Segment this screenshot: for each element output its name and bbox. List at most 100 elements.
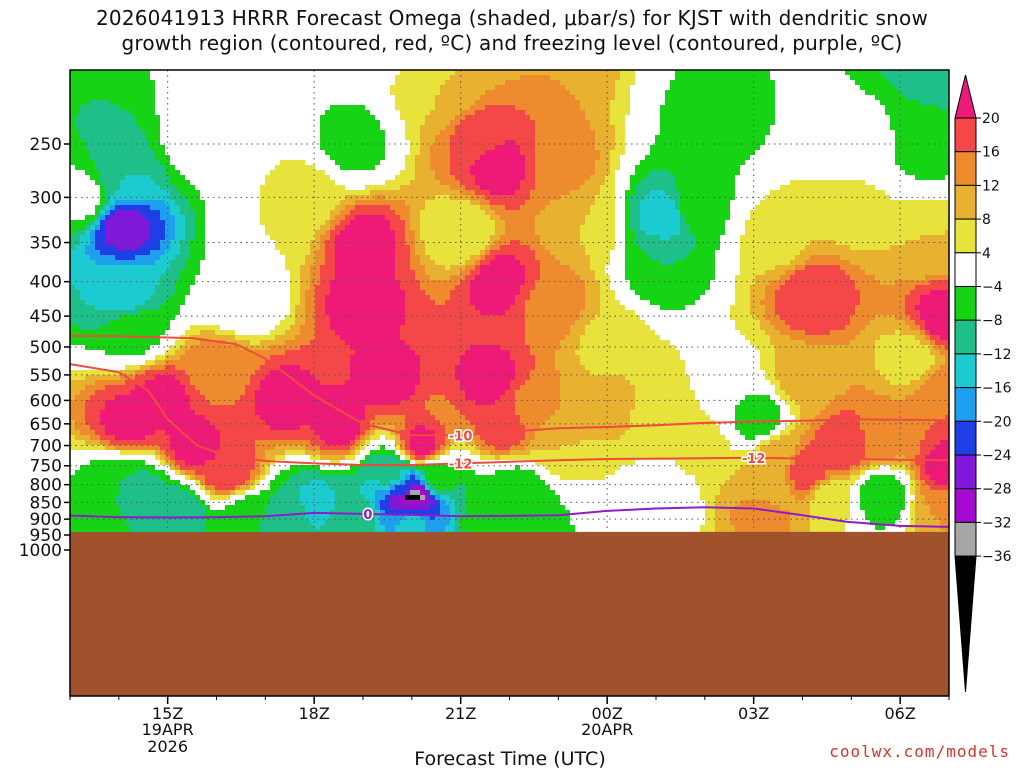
omega-cell: [260, 110, 266, 116]
omega-cell: [745, 200, 751, 206]
omega-cell: [910, 205, 916, 211]
omega-cell: [920, 150, 926, 156]
omega-cell: [405, 165, 411, 171]
omega-cell: [160, 100, 166, 106]
omega-cell: [735, 180, 741, 186]
omega-cell: [220, 175, 226, 181]
omega-cell: [275, 105, 281, 111]
omega-cell: [770, 115, 776, 121]
omega-cell: [245, 140, 251, 146]
omega-cell: [565, 195, 571, 201]
omega-cell: [565, 205, 571, 211]
omega-cell: [230, 85, 236, 91]
omega-cell: [390, 135, 396, 141]
omega-cell: [430, 135, 436, 141]
omega-cell: [610, 180, 616, 186]
omega-cell: [170, 75, 176, 81]
omega-cell: [925, 140, 931, 146]
omega-cell: [270, 135, 276, 141]
omega-cell: [895, 70, 901, 76]
omega-cell: [545, 75, 551, 81]
omega-cell: [340, 175, 346, 181]
omega-cell: [90, 130, 96, 136]
omega-cell: [720, 70, 726, 76]
omega-cell: [430, 80, 436, 86]
omega-cell: [940, 125, 946, 131]
omega-cell: [355, 125, 361, 131]
omega-cell: [575, 185, 581, 191]
omega-cell: [500, 105, 506, 111]
omega-cell: [850, 125, 856, 131]
omega-cell: [240, 130, 246, 136]
omega-cell: [925, 80, 931, 86]
omega-cell: [860, 165, 866, 171]
omega-cell: [735, 75, 741, 81]
omega-cell: [255, 135, 261, 141]
omega-cell: [745, 95, 751, 101]
omega-cell: [440, 170, 446, 176]
omega-cell: [115, 195, 121, 201]
omega-cell: [605, 80, 611, 86]
omega-cell: [895, 125, 901, 131]
omega-cell: [185, 155, 191, 161]
omega-cell: [200, 75, 206, 81]
omega-cell: [795, 155, 801, 161]
omega-cell: [375, 180, 381, 186]
omega-cell: [575, 205, 581, 211]
omega-cell: [125, 140, 131, 146]
omega-cell: [660, 175, 666, 181]
omega-cell: [775, 155, 781, 161]
omega-cell: [315, 135, 321, 141]
omega-cell: [305, 85, 311, 91]
omega-cell: [335, 150, 341, 156]
omega-cell: [400, 95, 406, 101]
omega-cell: [485, 140, 491, 146]
omega-cell: [900, 80, 906, 86]
omega-cell: [445, 160, 451, 166]
omega-cell: [570, 180, 576, 186]
omega-cell: [815, 70, 821, 76]
omega-cell: [605, 180, 611, 186]
omega-cell: [220, 150, 226, 156]
omega-cell: [305, 115, 311, 121]
omega-cell: [620, 145, 626, 151]
omega-cell: [405, 125, 411, 131]
omega-cell: [945, 100, 949, 106]
omega-cell: [190, 205, 196, 211]
omega-cell: [935, 105, 941, 111]
omega-cell: [715, 90, 721, 96]
omega-cell: [235, 175, 241, 181]
omega-cell: [715, 95, 721, 101]
omega-cell: [645, 75, 651, 81]
omega-cell: [860, 115, 866, 121]
omega-cell: [615, 140, 621, 146]
omega-cell: [80, 125, 86, 131]
omega-cell: [605, 120, 611, 126]
omega-cell: [785, 205, 791, 211]
omega-cell: [215, 140, 221, 146]
omega-cell: [600, 165, 606, 171]
omega-cell: [435, 120, 441, 126]
omega-cell: [680, 125, 686, 131]
omega-cell: [395, 85, 401, 91]
omega-cell: [70, 155, 76, 161]
omega-cell: [795, 195, 801, 201]
omega-cell: [460, 170, 466, 176]
omega-cell: [75, 130, 81, 136]
omega-cell: [660, 120, 666, 126]
omega-cell: [140, 170, 146, 176]
omega-cell: [680, 90, 686, 96]
omega-cell: [340, 105, 346, 111]
omega-cell: [505, 125, 511, 131]
omega-cell: [740, 170, 746, 176]
omega-cell: [565, 190, 571, 196]
omega-cell: [150, 120, 156, 126]
omega-cell: [510, 205, 516, 211]
omega-cell: [420, 75, 426, 81]
omega-cell: [895, 170, 901, 176]
omega-cell: [490, 115, 496, 121]
omega-cell: [445, 205, 451, 211]
omega-cell: [820, 85, 826, 91]
omega-cell: [475, 130, 481, 136]
omega-cell: [225, 195, 231, 201]
